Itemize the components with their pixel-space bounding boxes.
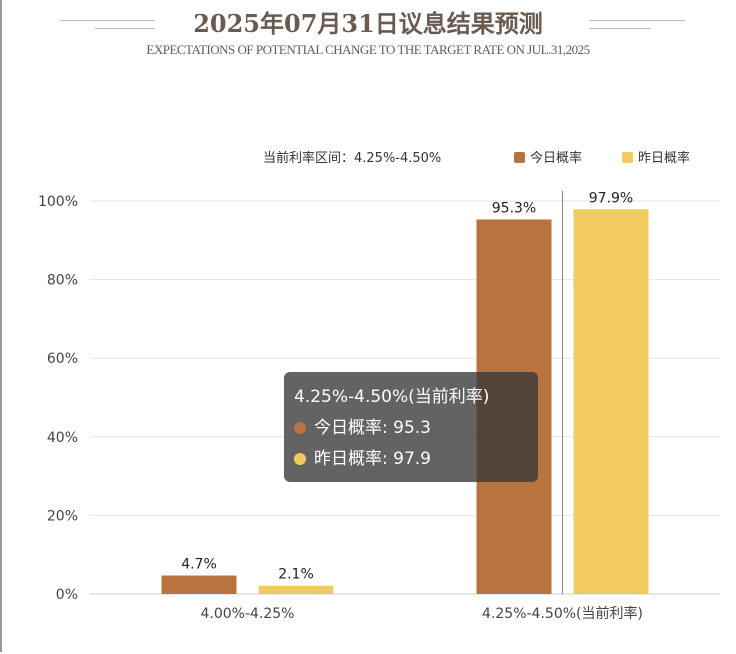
bar-yesterday [573,209,649,595]
y-tick-label: 20% [47,508,78,524]
legend-item-today[interactable]: 今日概率 [514,147,582,166]
tooltip-dot-today [294,422,306,434]
tooltip-today: 今日概率: 95.3 [314,418,431,438]
x-tick-label: 4.25%-4.50%(当前利率) [482,605,643,622]
chart-subtitle: EXPECTATIONS OF POTENTIAL CHANGE TO THE … [146,42,590,57]
y-tick-label: 40% [47,430,78,446]
tooltip-header: 4.25%-4.50%(当前利率) [294,387,490,407]
tooltip: 4.25%-4.50%(当前利率) 今日概率: 95.3 昨日概率: 97.9 [284,372,538,482]
title-decoration-right [590,20,685,21]
legend-item-yesterday[interactable]: 昨日概率 [622,147,690,166]
tooltip-yesterday: 昨日概率: 97.9 [314,449,431,469]
y-tick-label: 60% [47,351,78,367]
bar-data-label: 2.1% [278,567,314,583]
bar-yesterday [258,585,334,594]
chart-title: 2025年07月31日议息结果预测 [193,9,543,38]
bar-today [161,575,237,594]
tooltip-dot-yesterday [294,453,306,465]
title-decoration-left [60,20,155,21]
title-decoration-left-2 [95,28,155,29]
title-decoration-right-2 [590,28,650,29]
x-tick-label: 4.00%-4.25% [200,606,294,622]
bar-data-label: 95.3% [492,200,536,216]
current-range-label: 当前利率区间：4.25%-4.50% [263,151,442,166]
legend-swatch-yesterday [622,152,633,163]
legend-label-today: 今日概率 [530,151,583,166]
y-tick-label: 0% [56,587,78,603]
y-tick-label: 80% [47,273,78,289]
legend-label-yesterday: 昨日概率 [638,151,691,166]
bar-data-label: 97.9% [589,190,633,206]
y-tick-label: 100% [38,194,78,210]
bar-data-label: 4.7% [181,557,217,573]
legend-swatch-today [514,152,525,163]
